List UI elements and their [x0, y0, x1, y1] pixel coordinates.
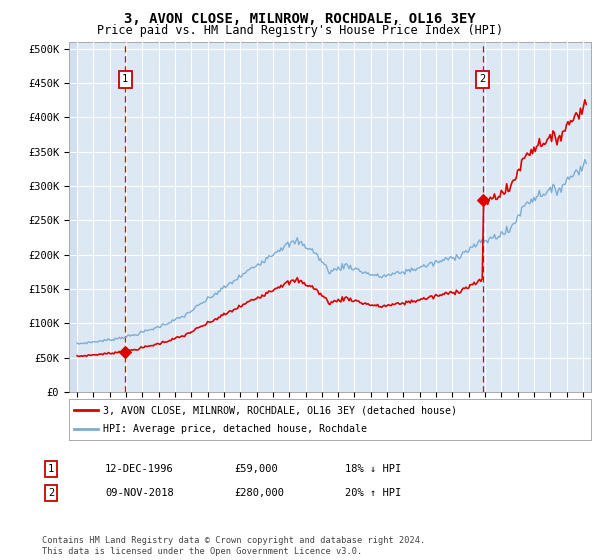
Text: £280,000: £280,000 [234, 488, 284, 498]
Text: £59,000: £59,000 [234, 464, 278, 474]
Text: 1: 1 [48, 464, 54, 474]
Text: 3, AVON CLOSE, MILNROW, ROCHDALE, OL16 3EY (detached house): 3, AVON CLOSE, MILNROW, ROCHDALE, OL16 3… [103, 405, 457, 415]
Text: 2: 2 [479, 74, 485, 85]
Point [478, 195, 487, 204]
Text: Contains HM Land Registry data © Crown copyright and database right 2024.
This d: Contains HM Land Registry data © Crown c… [42, 536, 425, 556]
Text: 20% ↑ HPI: 20% ↑ HPI [345, 488, 401, 498]
Text: 2: 2 [48, 488, 54, 498]
Text: 18% ↓ HPI: 18% ↓ HPI [345, 464, 401, 474]
Text: Price paid vs. HM Land Registry's House Price Index (HPI): Price paid vs. HM Land Registry's House … [97, 24, 503, 37]
Text: 12-DEC-1996: 12-DEC-1996 [105, 464, 174, 474]
Text: 1: 1 [122, 74, 128, 85]
Text: HPI: Average price, detached house, Rochdale: HPI: Average price, detached house, Roch… [103, 424, 367, 433]
Text: 09-NOV-2018: 09-NOV-2018 [105, 488, 174, 498]
Point [121, 347, 130, 356]
Text: 3, AVON CLOSE, MILNROW, ROCHDALE, OL16 3EY: 3, AVON CLOSE, MILNROW, ROCHDALE, OL16 3… [124, 12, 476, 26]
